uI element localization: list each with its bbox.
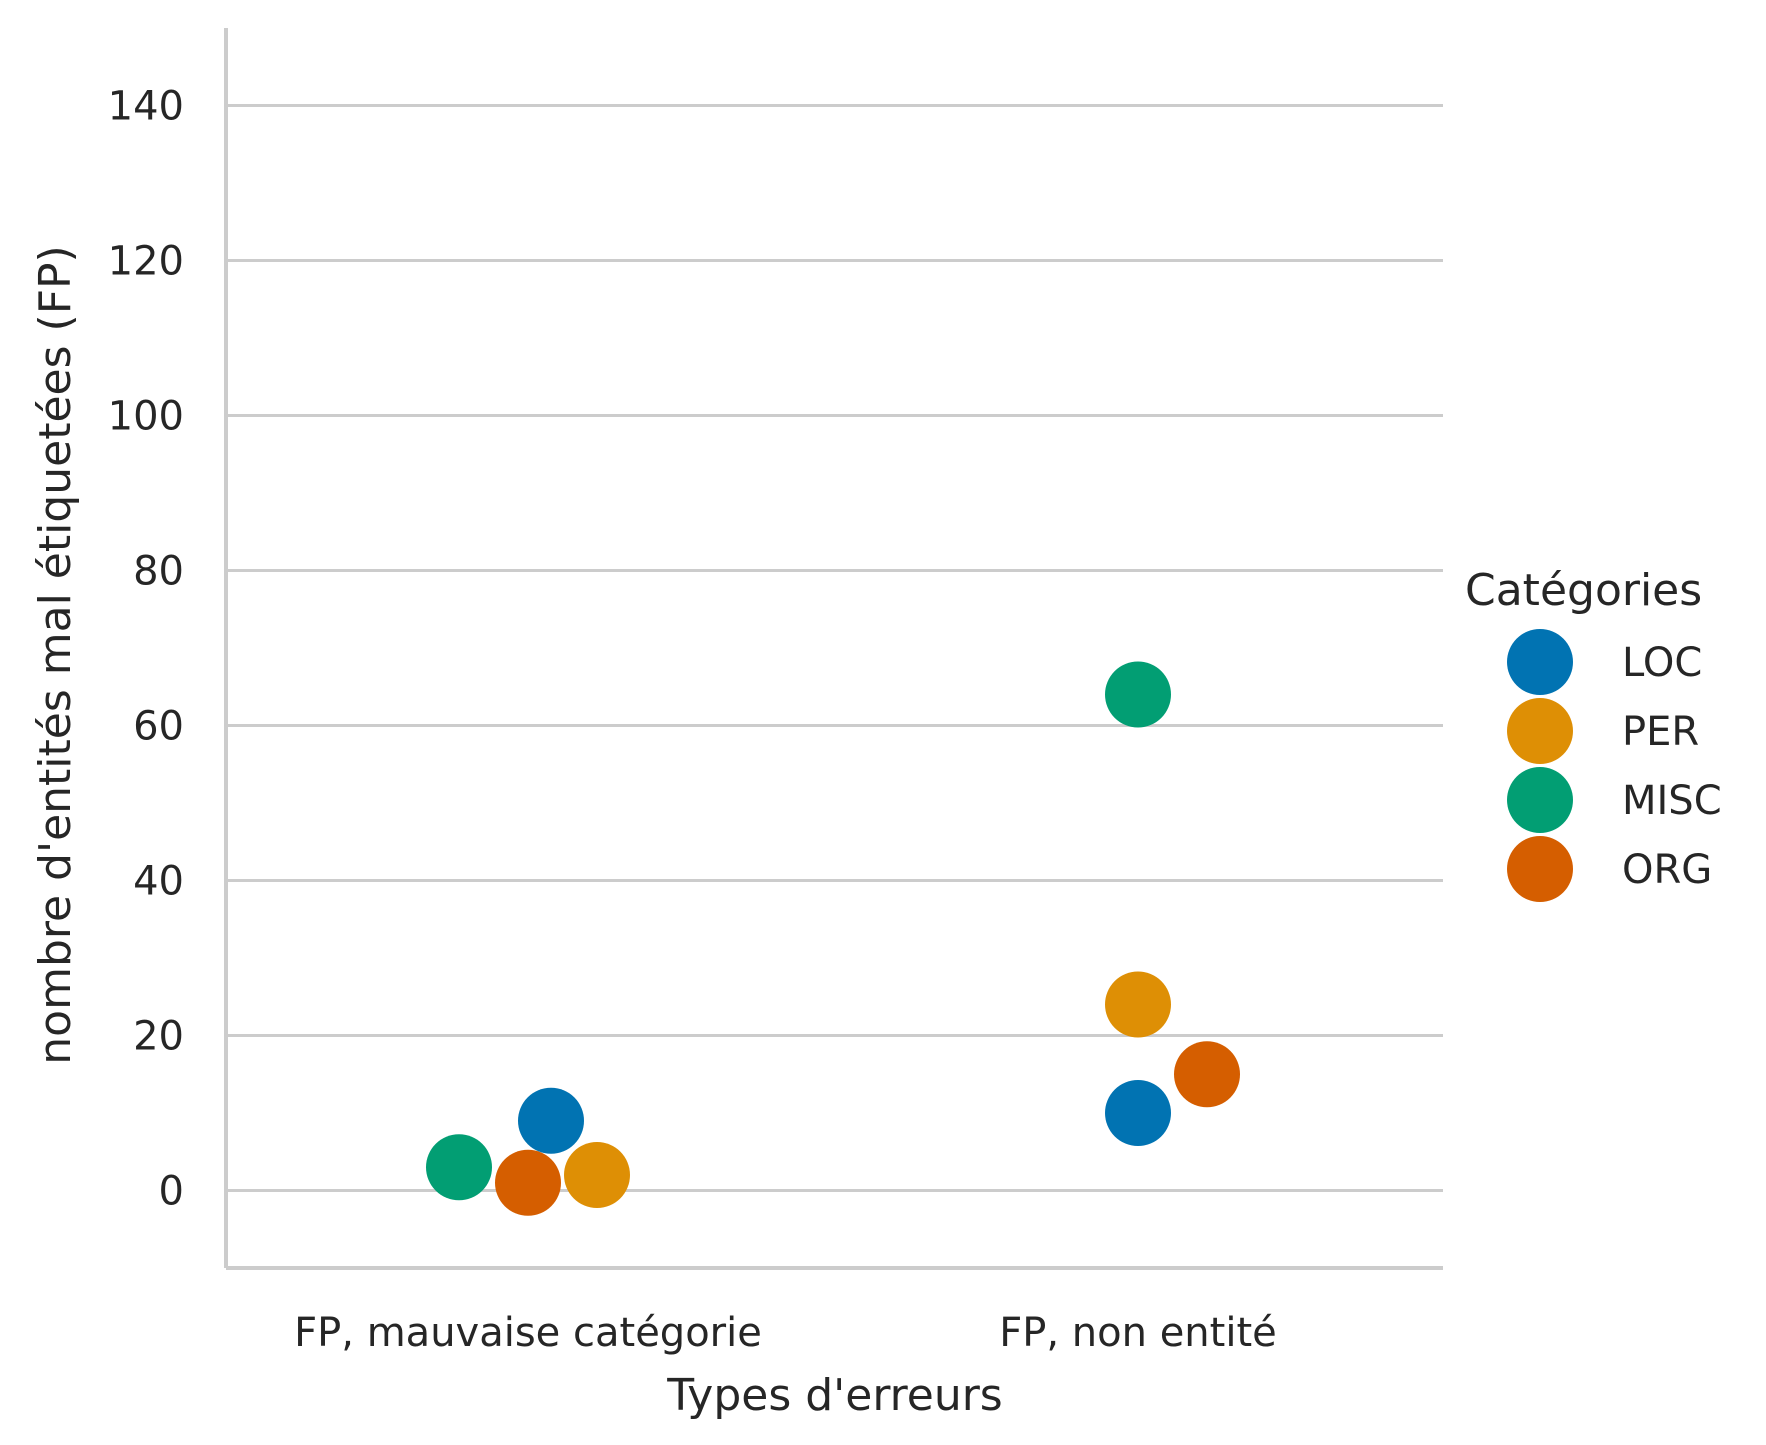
legend-label-misc: MISC [1622,778,1722,824]
legend-label-org: ORG [1622,847,1712,893]
legend-title: Catégories [1465,565,1702,616]
legend-marker-loc [1507,629,1573,695]
data-point-org [495,1149,561,1216]
data-point-loc [518,1087,584,1154]
x-tick-labels: FP, mauvaise catégorie FP, non entité [294,1310,1277,1356]
y-tick-label: 100 [108,394,184,440]
y-tick-label: 120 [108,239,184,285]
y-axis-title: nombre d'entités mal étiquetées (FP) [30,245,81,1064]
legend-marker-org [1507,836,1573,902]
axes [224,28,1443,1270]
x-tick-label: FP, mauvaise catégorie [294,1310,762,1356]
data-points [426,661,1240,1216]
y-tick-label: 140 [108,84,184,130]
y-tick-label: 0 [159,1169,184,1215]
y-tick-label: 20 [133,1014,184,1060]
y-tick-label: 60 [133,704,184,750]
legend: Catégories LOC PER MISC ORG [1465,565,1722,902]
data-point-loc [1105,1080,1171,1146]
x-tick-label: FP, non entité [999,1310,1277,1356]
y-tick-label: 40 [133,859,184,905]
y-tick-label: 80 [133,549,184,595]
legend-marker-misc [1507,767,1573,833]
legend-label-loc: LOC [1622,640,1702,686]
data-point-misc [1105,661,1171,728]
grid-lines [226,104,1443,1192]
y-tick-labels: 0 20 40 60 80 100 120 140 [108,84,184,1215]
data-point-per [1105,971,1171,1038]
x-axis-title: Types d'erreurs [666,1370,1002,1421]
data-point-org [1174,1041,1240,1108]
data-point-per [564,1142,630,1208]
data-point-misc [426,1134,492,1201]
legend-label-per: PER [1622,709,1699,755]
legend-marker-per [1507,698,1573,764]
